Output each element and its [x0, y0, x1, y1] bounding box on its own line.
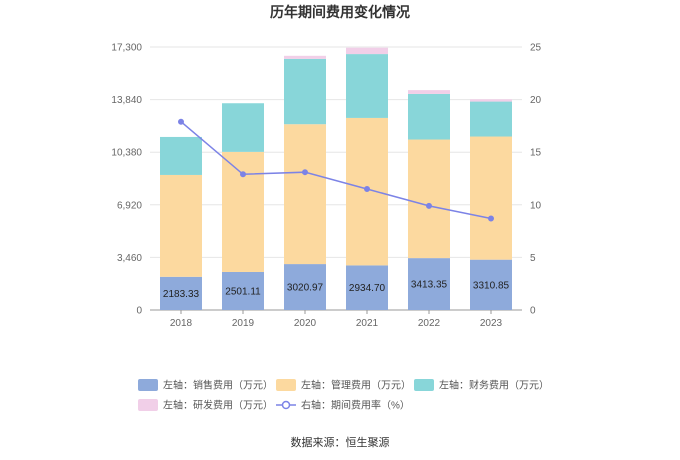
legend-label: 左轴：财务费用（万元）	[439, 379, 549, 392]
chart-title: 历年期间费用变化情况	[270, 4, 410, 20]
x-tick-label: 2018	[170, 318, 193, 329]
legend-label: 右轴：期间费用率（%）	[301, 399, 410, 412]
bar-segment	[346, 54, 388, 118]
data-label: 3020.97	[287, 283, 324, 294]
x-tick-label: 2021	[356, 318, 379, 329]
x-tick-label: 2020	[294, 318, 317, 329]
legend-swatch	[276, 379, 296, 391]
bar-segment	[408, 258, 450, 310]
right-tick-label: 5	[530, 253, 536, 264]
left-tick-label: 3,460	[117, 253, 142, 264]
right-axis: 0 5 10 15 20 25	[530, 43, 542, 317]
bar-segment	[284, 264, 326, 310]
right-tick-label: 0	[530, 306, 536, 317]
right-tick-label: 20	[530, 95, 542, 106]
bar-segment	[470, 259, 512, 310]
legend-label: 左轴：管理费用（万元）	[301, 379, 411, 392]
data-label: 2183.33	[163, 289, 200, 300]
rate-point	[364, 186, 370, 193]
bar-segment	[470, 136, 512, 260]
legend-label: 左轴：研发费用（万元）	[163, 399, 273, 412]
left-tick-label: 10,380	[111, 148, 142, 159]
bar-segment	[222, 103, 264, 152]
rate-point	[302, 169, 308, 176]
rate-point	[178, 118, 184, 125]
data-label: 3310.85	[473, 280, 510, 291]
rate-point	[426, 202, 432, 209]
data-label: 2501.11	[225, 286, 261, 297]
x-tick-label: 2022	[418, 318, 441, 329]
bar-segment	[408, 93, 450, 140]
x-tick-label: 2023	[480, 318, 503, 329]
bar-segment	[346, 265, 388, 310]
rate-point	[240, 171, 246, 178]
legend-line-marker	[281, 400, 291, 410]
right-tick-label: 25	[530, 43, 542, 54]
left-axis: 0 3,460 6,920 10,380 13,840 17,300	[111, 43, 142, 317]
rate-line	[178, 118, 494, 222]
bar-segment	[160, 136, 202, 175]
x-tick-label: 2019	[232, 318, 255, 329]
rate-point	[488, 215, 494, 222]
bar-segment	[346, 47, 388, 55]
bar-segment	[222, 271, 264, 310]
left-tick-label: 13,840	[111, 95, 142, 106]
bar-segment	[408, 90, 450, 94]
bar-segment	[284, 55, 326, 59]
right-tick-label: 10	[530, 200, 542, 211]
data-label: 3413.35	[411, 280, 448, 291]
bar-segment	[470, 101, 512, 137]
bar-segment	[222, 151, 264, 272]
right-tick-label: 15	[530, 148, 542, 159]
legend-swatch	[138, 399, 158, 411]
legend-swatch	[414, 379, 434, 391]
x-axis: 2018 2019 2020 2021 2022 2023	[170, 310, 503, 329]
left-tick-label: 0	[136, 306, 142, 317]
legend: 左轴：销售费用（万元） 左轴：管理费用（万元） 左轴：财务费用（万元） 左轴：研发费用…	[138, 379, 549, 412]
bar-segment	[408, 139, 450, 259]
left-tick-label: 17,300	[111, 43, 142, 54]
data-label: 2934.70	[349, 283, 386, 294]
bars: 2183.33 2501.11 3020.97 2934.70 3413.35 3310.…	[160, 47, 512, 310]
source-text: 数据来源：恒生聚源	[291, 435, 390, 449]
bar-segment	[160, 174, 202, 277]
gridlines	[150, 46, 522, 311]
rate-line-path	[180, 121, 492, 220]
legend-label: 左轴：销售费用（万元）	[163, 379, 273, 392]
legend-swatch	[138, 379, 158, 391]
bar-segment	[470, 99, 512, 102]
bar-segment	[160, 276, 202, 310]
bar-segment	[284, 58, 326, 125]
bar-segment	[284, 124, 326, 265]
left-tick-label: 6,920	[117, 200, 142, 211]
